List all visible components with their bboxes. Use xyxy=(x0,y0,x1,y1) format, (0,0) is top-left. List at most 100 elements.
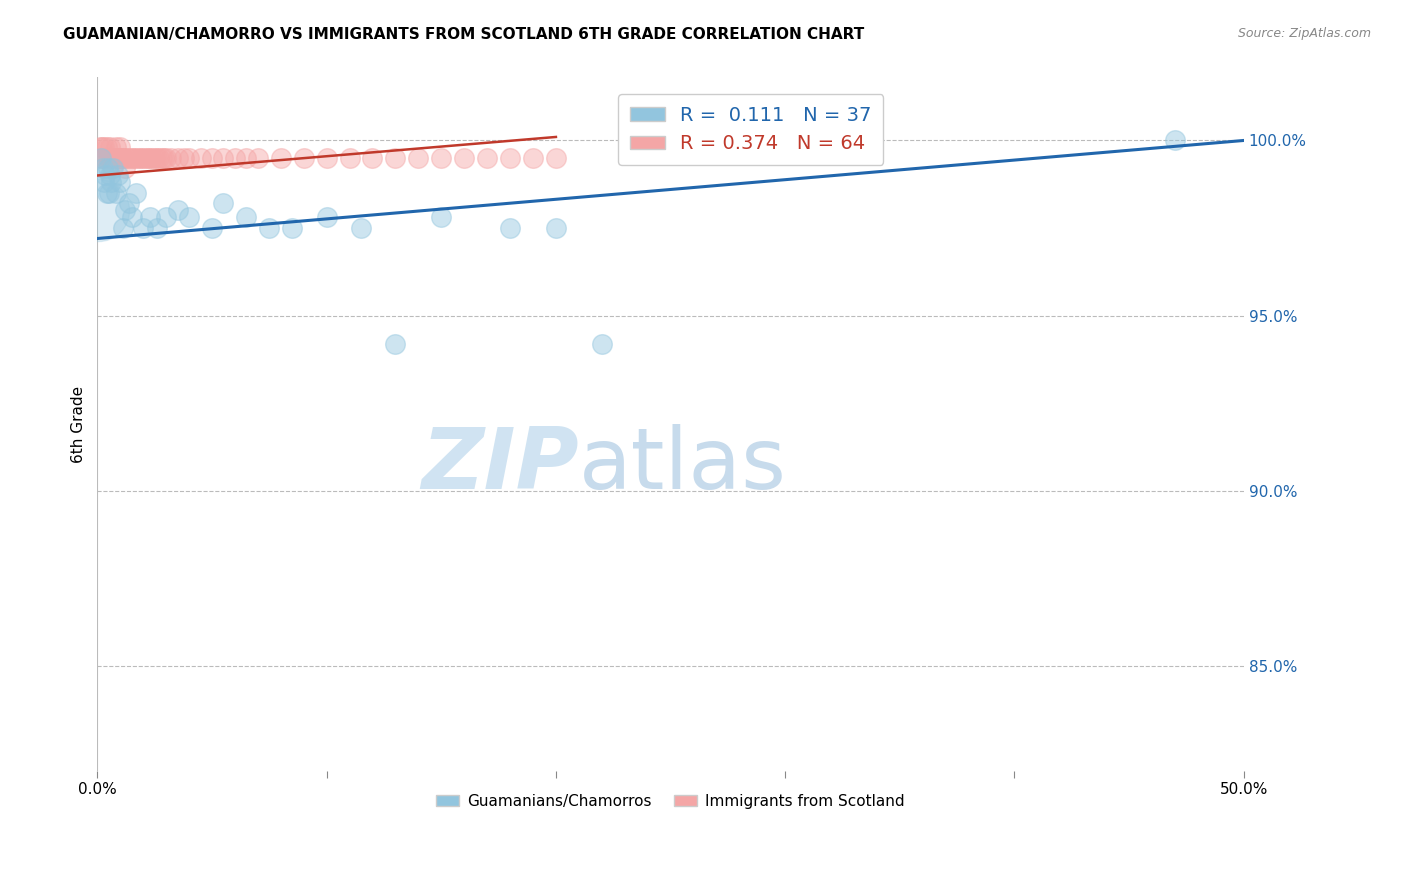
Point xyxy=(121,211,143,225)
Point xyxy=(212,196,235,211)
Point xyxy=(544,151,567,165)
Point xyxy=(104,186,127,200)
Point xyxy=(125,151,148,165)
Point xyxy=(118,151,141,165)
Point xyxy=(118,196,141,211)
Point xyxy=(430,151,453,165)
Point xyxy=(146,221,169,235)
Point xyxy=(100,176,122,190)
Point xyxy=(361,151,384,165)
Point xyxy=(177,151,200,165)
Y-axis label: 6th Grade: 6th Grade xyxy=(72,385,86,463)
Point xyxy=(107,151,129,165)
Point xyxy=(87,203,110,218)
Point xyxy=(96,186,118,200)
Point xyxy=(115,151,138,165)
Point xyxy=(132,151,155,165)
Point xyxy=(103,151,125,165)
Point xyxy=(91,140,114,154)
Point xyxy=(166,151,188,165)
Point xyxy=(155,151,177,165)
Text: Source: ZipAtlas.com: Source: ZipAtlas.com xyxy=(1237,27,1371,40)
Point xyxy=(141,151,163,165)
Point xyxy=(125,186,148,200)
Point xyxy=(148,151,170,165)
Point xyxy=(114,203,136,218)
Point xyxy=(315,151,337,165)
Point xyxy=(384,336,406,351)
Point xyxy=(177,211,200,225)
Point xyxy=(136,151,159,165)
Point xyxy=(91,161,114,176)
Point xyxy=(101,161,124,176)
Point xyxy=(93,140,115,154)
Point xyxy=(1164,133,1187,147)
Text: ZIP: ZIP xyxy=(422,425,579,508)
Point xyxy=(121,151,143,165)
Point xyxy=(384,151,406,165)
Point xyxy=(91,151,114,165)
Point xyxy=(114,161,136,176)
Point xyxy=(259,221,281,235)
Point xyxy=(173,151,195,165)
Point xyxy=(94,169,117,183)
Point xyxy=(166,203,188,218)
Point xyxy=(94,151,117,165)
Point xyxy=(111,221,134,235)
Point xyxy=(159,151,181,165)
Point xyxy=(97,161,120,176)
Point xyxy=(235,151,257,165)
Point xyxy=(246,151,269,165)
Point xyxy=(96,140,118,154)
Point xyxy=(143,151,166,165)
Point xyxy=(104,140,127,154)
Point xyxy=(522,151,544,165)
Point xyxy=(111,151,134,165)
Legend: Guamanians/Chamorros, Immigrants from Scotland: Guamanians/Chamorros, Immigrants from Sc… xyxy=(430,788,911,815)
Point xyxy=(430,211,453,225)
Point xyxy=(153,151,176,165)
Point xyxy=(281,221,304,235)
Point xyxy=(190,151,212,165)
Point xyxy=(97,186,120,200)
Point xyxy=(107,169,129,183)
Point xyxy=(155,211,177,225)
Point xyxy=(350,221,373,235)
Point xyxy=(408,151,430,165)
Point xyxy=(97,151,120,165)
Point xyxy=(93,176,115,190)
Point xyxy=(110,151,132,165)
Point xyxy=(97,151,120,165)
Point xyxy=(146,151,169,165)
Point xyxy=(129,151,152,165)
Point xyxy=(224,151,246,165)
Point xyxy=(453,151,475,165)
Point xyxy=(90,151,112,165)
Point xyxy=(499,151,522,165)
Text: GUAMANIAN/CHAMORRO VS IMMIGRANTS FROM SCOTLAND 6TH GRADE CORRELATION CHART: GUAMANIAN/CHAMORRO VS IMMIGRANTS FROM SC… xyxy=(63,27,865,42)
Point xyxy=(139,151,162,165)
Point xyxy=(235,211,257,225)
Point xyxy=(150,151,173,165)
Point xyxy=(315,211,337,225)
Point xyxy=(110,140,132,154)
Point xyxy=(110,176,132,190)
Point xyxy=(201,221,224,235)
Point xyxy=(128,151,150,165)
Point xyxy=(212,151,235,165)
Point xyxy=(475,151,498,165)
Point xyxy=(103,161,125,176)
Point xyxy=(499,221,522,235)
Point xyxy=(90,151,112,165)
Point xyxy=(139,211,162,225)
Point xyxy=(544,221,567,235)
Point xyxy=(132,221,155,235)
Point xyxy=(591,336,613,351)
Point xyxy=(108,151,131,165)
Point xyxy=(122,151,145,165)
Point xyxy=(339,151,361,165)
Text: atlas: atlas xyxy=(579,425,787,508)
Point xyxy=(89,140,111,154)
Point xyxy=(134,151,156,165)
Point xyxy=(112,151,135,165)
